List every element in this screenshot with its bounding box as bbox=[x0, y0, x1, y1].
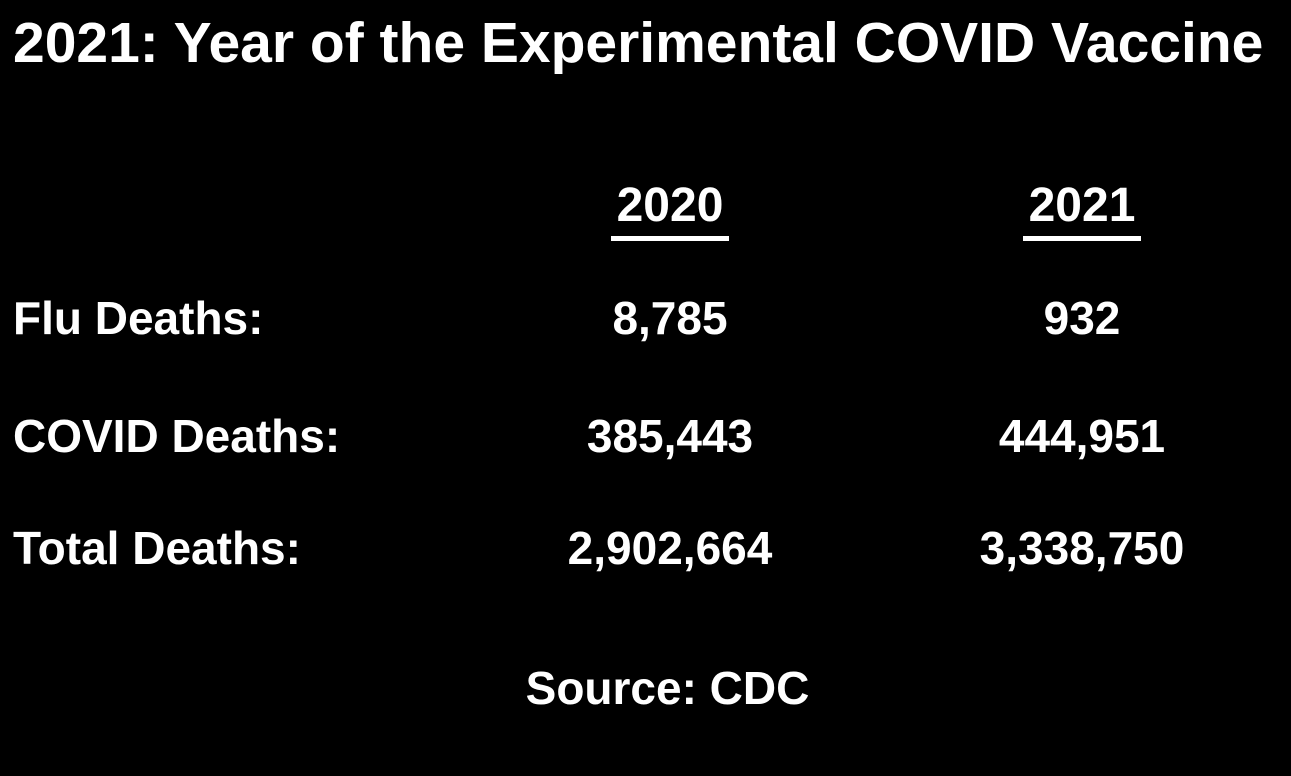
total-deaths-2021-value: 3,338,750 bbox=[979, 522, 1185, 574]
table-row-flu-deaths: Flu Deaths: 8,785 932 bbox=[0, 295, 1291, 341]
flu-deaths-2020-value: 8,785 bbox=[612, 292, 728, 344]
table-row-total-deaths: Total Deaths: 2,902,664 3,338,750 bbox=[0, 525, 1291, 571]
col-header-2021: 2021 bbox=[925, 182, 1239, 241]
col-header-2020: 2020 bbox=[415, 182, 925, 241]
total-deaths-2020-value: 2,902,664 bbox=[567, 522, 773, 574]
table-header-row: 2020 2021 bbox=[0, 182, 1291, 241]
col-header-2020-label: 2020 bbox=[610, 182, 730, 241]
row-label-total-deaths: Total Deaths: bbox=[13, 522, 301, 574]
covid-deaths-2021-value: 444,951 bbox=[998, 410, 1166, 462]
source-note: Source: CDC bbox=[525, 662, 810, 714]
flu-deaths-2021-value: 932 bbox=[1043, 292, 1121, 344]
col-header-2021-label: 2021 bbox=[1022, 182, 1142, 241]
page-title: 2021: Year of the Experimental COVID Vac… bbox=[13, 11, 1264, 75]
table-row-covid-deaths: COVID Deaths: 385,443 444,951 bbox=[0, 413, 1291, 459]
covid-deaths-2020-value: 385,443 bbox=[586, 410, 754, 462]
row-label-flu-deaths: Flu Deaths: bbox=[13, 292, 264, 344]
row-label-covid-deaths: COVID Deaths: bbox=[13, 410, 341, 462]
